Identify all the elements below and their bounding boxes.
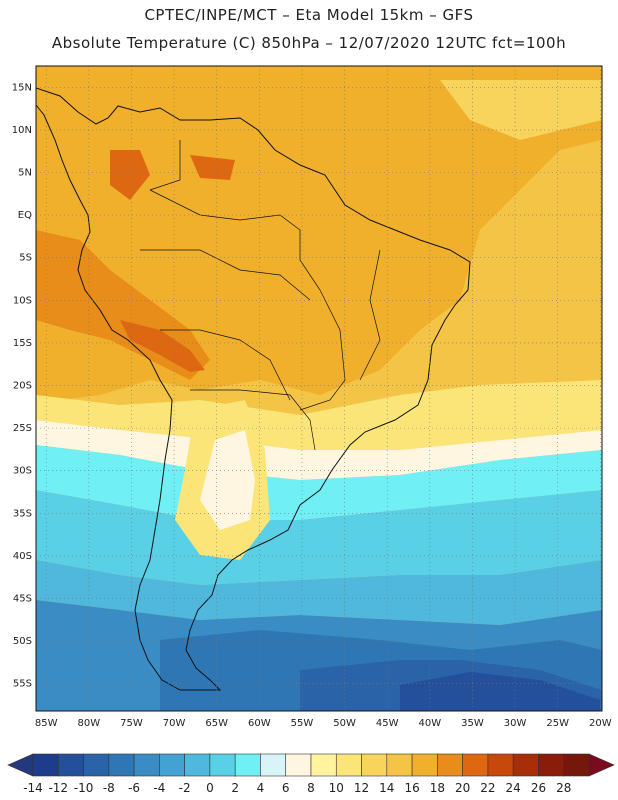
colorbar-swatch xyxy=(234,753,261,777)
colorbar-swatch xyxy=(57,753,84,777)
colorbar-label: 14 xyxy=(379,781,394,795)
lon-label: 35W xyxy=(461,718,484,729)
temperature-field xyxy=(36,66,602,711)
colorbar-label: -6 xyxy=(128,781,140,795)
field-0-band xyxy=(36,560,602,625)
colorbar-label: 0 xyxy=(206,781,214,795)
lon-label: 25W xyxy=(546,718,569,729)
colorbar-labels: -14 -12 -10 -8 -6 -4 -2 0 2 4 6 8 10 12 14 16 18 20 22 24 26… xyxy=(23,781,571,795)
colorbar-swatch xyxy=(538,753,565,777)
field-m12-band xyxy=(400,672,600,711)
country-borders xyxy=(140,140,381,451)
colorbar-swatch xyxy=(285,753,312,777)
colorbar-label: 2 xyxy=(231,781,239,795)
lat-label: 40S xyxy=(13,551,32,562)
colorbar-swatch xyxy=(310,753,337,777)
colorbar-swatch xyxy=(411,753,438,777)
colorbar-label: 16 xyxy=(404,781,419,795)
colorbar-label: -8 xyxy=(103,781,115,795)
latitude-labels: 15N 10N 5N EQ 5S 10S 15S 20S 25S 30S 35S 40S 45S 50S 5… xyxy=(12,82,32,689)
field-16-band xyxy=(36,66,602,400)
lat-label: 10S xyxy=(13,295,32,306)
field-argentina-pale xyxy=(200,430,255,530)
lat-label: 20S xyxy=(13,381,32,392)
colorbar-label: 12 xyxy=(354,781,369,795)
lon-label: 50W xyxy=(333,718,356,729)
colorbar-swatch xyxy=(184,753,211,777)
field-2-band xyxy=(36,490,602,585)
lon-label: 20W xyxy=(589,718,612,729)
lat-label: 25S xyxy=(13,423,32,434)
lon-label: 65W xyxy=(205,718,228,729)
lon-label: 45W xyxy=(376,718,399,729)
lon-label: 70W xyxy=(163,718,186,729)
field-12-band xyxy=(36,380,602,450)
lat-label: 5N xyxy=(18,168,32,179)
colorbar-swatch xyxy=(462,753,489,777)
colorbar-swatch xyxy=(159,753,185,777)
colorbar-over-arrow xyxy=(588,753,615,777)
colorbar-label: -2 xyxy=(179,781,191,795)
lon-label: 40W xyxy=(419,718,442,729)
field-20-band-venezuela xyxy=(190,155,235,180)
colorbar-label: 6 xyxy=(282,781,290,795)
colorbar-swatch xyxy=(361,753,388,777)
colorbar-swatch xyxy=(512,753,539,777)
colorbar-label: 28 xyxy=(556,781,571,795)
title-line-2: Absolute Temperature (C) 850hPa – 12/07/… xyxy=(51,34,567,52)
field-20-band-north xyxy=(110,150,150,200)
field-14-ocean-north xyxy=(440,80,602,140)
lat-label: 45S xyxy=(13,594,32,605)
lat-label: 35S xyxy=(13,508,32,519)
colorbar-swatch xyxy=(563,753,590,777)
lat-label: 15N xyxy=(12,82,32,93)
colorbar-swatch xyxy=(335,753,362,777)
colorbar-label: -4 xyxy=(153,781,165,795)
colorbar: -14 -12 -10 -8 -6 -4 -2 0 2 4 6 8 10 12 14 16 18 20 22 24 26… xyxy=(7,753,615,795)
colorbar-label: -12 xyxy=(48,781,68,795)
lat-label: 30S xyxy=(13,466,32,477)
colorbar-swatch xyxy=(437,753,463,777)
colorbar-swatch xyxy=(133,753,160,777)
colorbar-swatch xyxy=(108,753,135,777)
colorbar-label: 10 xyxy=(329,781,344,795)
colorbar-label: 22 xyxy=(480,781,495,795)
colorbar-label: 24 xyxy=(506,781,521,795)
lon-label: 85W xyxy=(35,718,58,729)
colorbar-label: 18 xyxy=(430,781,445,795)
colorbar-swatch xyxy=(32,753,59,777)
colorbar-swatch xyxy=(487,753,514,777)
colorbar-swatch xyxy=(83,753,110,777)
colorbar-swatch xyxy=(386,753,413,777)
lat-label: 50S xyxy=(13,636,32,647)
title-line-1: CPTEC/INPE/MCT – Eta Model 15km – GFS xyxy=(144,6,474,24)
colorbar-swatches xyxy=(7,753,615,777)
field-8-band xyxy=(36,420,602,480)
lon-label: 30W xyxy=(504,718,527,729)
colorbar-under-arrow xyxy=(7,753,34,777)
lon-label: 55W xyxy=(291,718,314,729)
lat-label: 55S xyxy=(13,679,32,690)
temperature-map: 15N 10N 5N EQ 5S 10S 15S 20S 25S 30S 35S 40S 45S 50S 5… xyxy=(12,65,612,729)
lon-label: 60W xyxy=(248,718,271,729)
colorbar-label: -10 xyxy=(74,781,94,795)
continent-outline xyxy=(36,87,471,691)
lat-label: 5S xyxy=(19,253,32,264)
lat-label: 15S xyxy=(13,338,32,349)
lat-label: 10N xyxy=(12,125,32,136)
colorbar-label: 8 xyxy=(307,781,315,795)
colorbar-swatch xyxy=(260,753,287,777)
colorbar-label: 26 xyxy=(531,781,546,795)
field-4-band xyxy=(36,445,602,520)
lon-label: 80W xyxy=(78,718,101,729)
map-frame xyxy=(35,65,603,712)
field-20-band xyxy=(120,320,205,372)
colorbar-swatch xyxy=(209,753,236,777)
longitude-labels: 85W 80W 75W 70W 65W 60W 55W 50W 45W 40W 35W 30W 25W 2… xyxy=(35,718,612,729)
colorbar-label: 4 xyxy=(257,781,265,795)
colorbar-label: -14 xyxy=(23,781,43,795)
lon-label: 75W xyxy=(120,718,143,729)
lat-label: EQ xyxy=(18,210,32,221)
colorbar-label: 20 xyxy=(455,781,470,795)
